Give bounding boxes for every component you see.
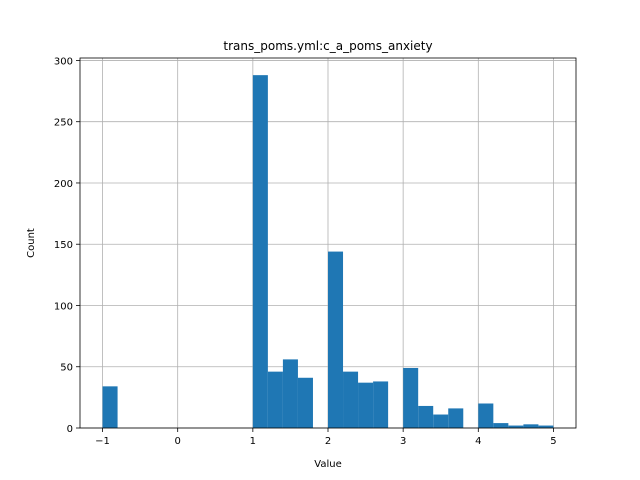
histogram-bar <box>493 423 509 428</box>
y-tick-label: 250 <box>54 118 73 129</box>
histogram-bar <box>523 424 539 428</box>
histogram-bar <box>252 75 268 429</box>
histogram-bar <box>297 377 313 428</box>
x-tick-label: 0 <box>175 436 181 447</box>
histogram-bar <box>448 408 464 428</box>
x-tick-label: 5 <box>550 436 556 447</box>
y-tick-label: 100 <box>54 301 73 312</box>
histogram-bar <box>328 251 344 428</box>
histogram-bar <box>343 371 359 428</box>
histogram-bar <box>267 371 283 428</box>
y-tick-label: 150 <box>54 240 73 251</box>
histogram-bar <box>538 425 554 428</box>
y-tick-label: 50 <box>60 363 73 374</box>
y-tick-label: 300 <box>54 56 73 67</box>
x-tick-label: 3 <box>400 436 406 447</box>
histogram-bar <box>373 381 389 428</box>
x-axis-label: Value <box>314 459 341 470</box>
x-tick-label: 1 <box>250 436 256 447</box>
y-axis-label: Count <box>26 228 37 258</box>
histogram-bar <box>418 405 434 428</box>
x-tick-label: 2 <box>325 436 331 447</box>
histogram-bar <box>433 414 449 428</box>
y-tick-label: 0 <box>67 424 73 435</box>
x-tick-label: 4 <box>475 436 481 447</box>
chart-title: trans_poms.yml:c_a_poms_anxiety <box>223 39 432 53</box>
y-tick-label: 200 <box>54 179 73 190</box>
histogram-bar <box>478 403 494 428</box>
grid-layer <box>80 58 576 429</box>
histogram-bar <box>102 386 118 428</box>
x-tick-label: −1 <box>95 436 110 447</box>
histogram-bar <box>508 425 524 428</box>
bars-layer <box>102 75 554 429</box>
histogram-bar <box>403 367 419 428</box>
histogram-bar <box>282 359 298 428</box>
histogram-bar <box>358 382 374 428</box>
